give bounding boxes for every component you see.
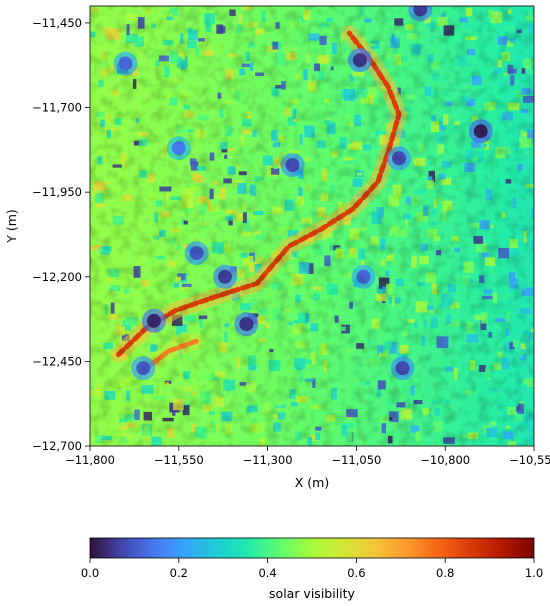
colorbar-frame bbox=[89, 537, 535, 559]
colorbar-tick-label: 0.6 bbox=[347, 566, 365, 580]
x-tick-label: −11,050 bbox=[331, 453, 381, 467]
x-tick-label: −10,550 bbox=[509, 453, 550, 467]
plot-frame bbox=[89, 5, 535, 447]
colorbar-tick-label: 0.4 bbox=[258, 566, 276, 580]
colorbar-tick-label: 0.0 bbox=[81, 566, 99, 580]
y-tick-label: −11,950 bbox=[32, 185, 82, 199]
x-tick-label: −11,300 bbox=[243, 453, 293, 467]
y-tick-label: −11,450 bbox=[32, 16, 82, 30]
x-tick-label: −10,800 bbox=[420, 453, 470, 467]
y-axis: −11,450 −11,700 −11,950 −12,200 −12,450 −12,7… bbox=[32, 16, 90, 453]
y-tick-label: −12,700 bbox=[32, 439, 82, 453]
colorbar-label: solar visibility bbox=[269, 586, 356, 601]
colorbar-gradient bbox=[90, 538, 534, 558]
colorbar-ticks: 0.0 0.2 0.4 0.6 0.8 1.0 bbox=[81, 558, 543, 580]
x-axis-label: X (m) bbox=[295, 475, 329, 490]
colorbar: 0.0 0.2 0.4 0.6 0.8 1.0 solar visibility bbox=[81, 537, 543, 601]
x-tick-label: −11,550 bbox=[154, 453, 204, 467]
colorbar-tick-label: 1.0 bbox=[525, 566, 543, 580]
colorbar-tick-label: 0.8 bbox=[436, 566, 454, 580]
heatmap-cells bbox=[90, 6, 534, 446]
x-axis: −11,800 −11,550 −11,300 −11,050 −10,800 −10,5… bbox=[65, 446, 550, 467]
y-tick-label: −11,700 bbox=[32, 101, 82, 115]
y-axis-label: Y (m) bbox=[4, 209, 19, 244]
colorbar-tick-label: 0.2 bbox=[170, 566, 188, 580]
y-tick-label: −12,200 bbox=[32, 270, 82, 284]
x-tick-label: −11,800 bbox=[65, 453, 115, 467]
heatmap-area bbox=[89, 5, 535, 447]
y-tick-label: −12,450 bbox=[32, 354, 82, 368]
